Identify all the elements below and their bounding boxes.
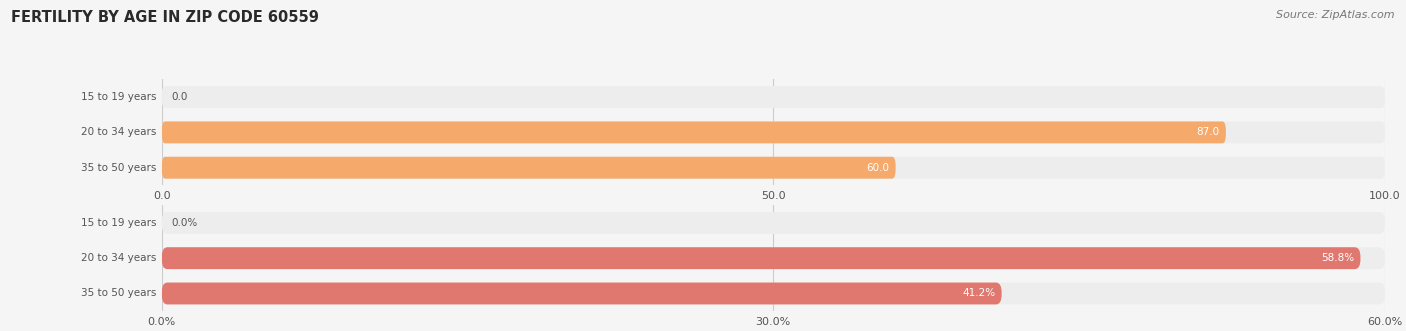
Text: 15 to 19 years: 15 to 19 years [80,92,156,102]
Text: 60.0: 60.0 [866,163,890,173]
FancyBboxPatch shape [162,157,896,179]
FancyBboxPatch shape [162,247,1361,269]
Text: 41.2%: 41.2% [962,289,995,299]
Text: 35 to 50 years: 35 to 50 years [80,163,156,173]
FancyBboxPatch shape [162,283,1385,305]
FancyBboxPatch shape [162,157,1385,179]
Text: 0.0%: 0.0% [172,218,198,228]
Text: 35 to 50 years: 35 to 50 years [80,289,156,299]
FancyBboxPatch shape [162,247,1385,269]
FancyBboxPatch shape [162,86,1385,108]
Text: Source: ZipAtlas.com: Source: ZipAtlas.com [1277,10,1395,20]
FancyBboxPatch shape [162,121,1226,143]
Text: FERTILITY BY AGE IN ZIP CODE 60559: FERTILITY BY AGE IN ZIP CODE 60559 [11,10,319,25]
FancyBboxPatch shape [162,212,1385,234]
FancyBboxPatch shape [162,283,1001,305]
Text: 15 to 19 years: 15 to 19 years [80,218,156,228]
Text: 58.8%: 58.8% [1322,253,1354,263]
Text: 0.0: 0.0 [172,92,188,102]
Text: 20 to 34 years: 20 to 34 years [80,253,156,263]
FancyBboxPatch shape [162,121,1385,143]
Text: 87.0: 87.0 [1197,127,1220,137]
Text: 20 to 34 years: 20 to 34 years [80,127,156,137]
